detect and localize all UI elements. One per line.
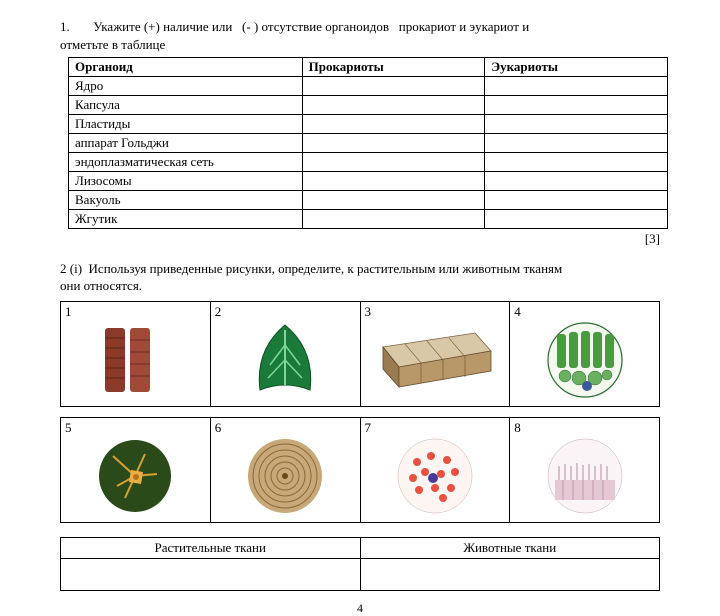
q2-text-a: Используя приведенные рисунки, определит… bbox=[89, 261, 563, 276]
concentric-rings-icon bbox=[215, 432, 356, 520]
q1-number: 1. bbox=[60, 18, 90, 36]
tissue-cell: 3 bbox=[360, 301, 510, 406]
row-label: Ядро bbox=[69, 77, 303, 96]
page-number: 4 bbox=[60, 601, 660, 616]
cell-number: 1 bbox=[65, 304, 72, 320]
cell-blank[interactable] bbox=[485, 172, 668, 191]
cell-blank[interactable] bbox=[302, 191, 485, 210]
ciliated-epithelium-icon bbox=[514, 432, 655, 520]
q1-score: [3] bbox=[60, 231, 660, 247]
answer-header-plant: Растительные ткани bbox=[61, 537, 361, 558]
palisade-mesophyll-icon bbox=[514, 316, 655, 404]
cell-blank[interactable] bbox=[485, 115, 668, 134]
row-label: Капсула bbox=[69, 96, 303, 115]
row-label: Вакуоль bbox=[69, 191, 303, 210]
cell-blank[interactable] bbox=[485, 77, 668, 96]
q1-text-b: (- ) отсутствие органоидов bbox=[242, 19, 389, 34]
cell-blank[interactable] bbox=[302, 134, 485, 153]
cell-blank[interactable] bbox=[302, 77, 485, 96]
cell-blank[interactable] bbox=[302, 115, 485, 134]
tissue-cell: 8 bbox=[510, 417, 660, 522]
tissue-grid-2: 5 6 bbox=[60, 417, 660, 523]
answer-header-animal: Животные ткани bbox=[360, 537, 660, 558]
tissue-cell: 4 bbox=[510, 301, 660, 406]
q1-instruction: 1. Укажите (+) наличие или (- ) отсутств… bbox=[60, 18, 660, 53]
tissue-cell: 1 bbox=[61, 301, 211, 406]
row-label: аппарат Гольджи bbox=[69, 134, 303, 153]
row-label: Лизосомы bbox=[69, 172, 303, 191]
cell-blank[interactable] bbox=[485, 134, 668, 153]
table-header-row: Органоид Прокариоты Эукариоты bbox=[69, 58, 668, 77]
q2-label: 2 (i) bbox=[60, 261, 82, 276]
cell-number: 6 bbox=[215, 420, 222, 436]
cell-blank[interactable] bbox=[485, 96, 668, 115]
q1-text-d: отметьте в таблице bbox=[60, 37, 165, 52]
cell-number: 7 bbox=[365, 420, 372, 436]
q1-text-a: Укажите (+) наличие или bbox=[93, 19, 232, 34]
cell-blank[interactable] bbox=[302, 172, 485, 191]
col-eukaryotes: Эукариоты bbox=[485, 58, 668, 77]
blood-cells-icon bbox=[365, 432, 506, 520]
cell-number: 8 bbox=[514, 420, 521, 436]
tissue-cell: 7 bbox=[360, 417, 510, 522]
tissue-cell: 2 bbox=[210, 301, 360, 406]
row-label: эндоплазматическая сеть bbox=[69, 153, 303, 172]
tissue-cell: 6 bbox=[210, 417, 360, 522]
col-prokaryotes: Прокариоты bbox=[302, 58, 485, 77]
cell-number: 3 bbox=[365, 304, 372, 320]
cell-blank[interactable] bbox=[302, 96, 485, 115]
answer-table: Растительные ткани Животные ткани bbox=[60, 537, 660, 591]
cell-blank[interactable] bbox=[485, 153, 668, 172]
cell-blank[interactable] bbox=[302, 210, 485, 229]
tissue-grid-1: 1 2 bbox=[60, 301, 660, 407]
q2-text-b: они относятся. bbox=[60, 278, 142, 293]
cell-number: 2 bbox=[215, 304, 222, 320]
col-organelle: Органоид bbox=[69, 58, 303, 77]
leaf-cross-section-icon bbox=[215, 316, 356, 404]
neuron-icon bbox=[65, 432, 206, 520]
row-label: Жгутик bbox=[69, 210, 303, 229]
xylem-vessels-icon bbox=[65, 316, 206, 404]
cell-blank[interactable] bbox=[485, 191, 668, 210]
cell-blank[interactable] bbox=[302, 153, 485, 172]
answer-blank-plant[interactable] bbox=[61, 558, 361, 590]
q2-instruction: 2 (i) Используя приведенные рисунки, опр… bbox=[60, 261, 660, 295]
row-label: Пластиды bbox=[69, 115, 303, 134]
cell-number: 4 bbox=[514, 304, 521, 320]
cell-blank[interactable] bbox=[485, 210, 668, 229]
cell-number: 5 bbox=[65, 420, 72, 436]
organelle-table: Органоид Прокариоты Эукариоты Ядро Капсу… bbox=[68, 57, 668, 229]
answer-blank-animal[interactable] bbox=[360, 558, 660, 590]
q1-text-c: прокариот и эукариот и bbox=[399, 19, 529, 34]
epithelial-brick-icon bbox=[365, 316, 506, 404]
tissue-cell: 5 bbox=[61, 417, 211, 522]
